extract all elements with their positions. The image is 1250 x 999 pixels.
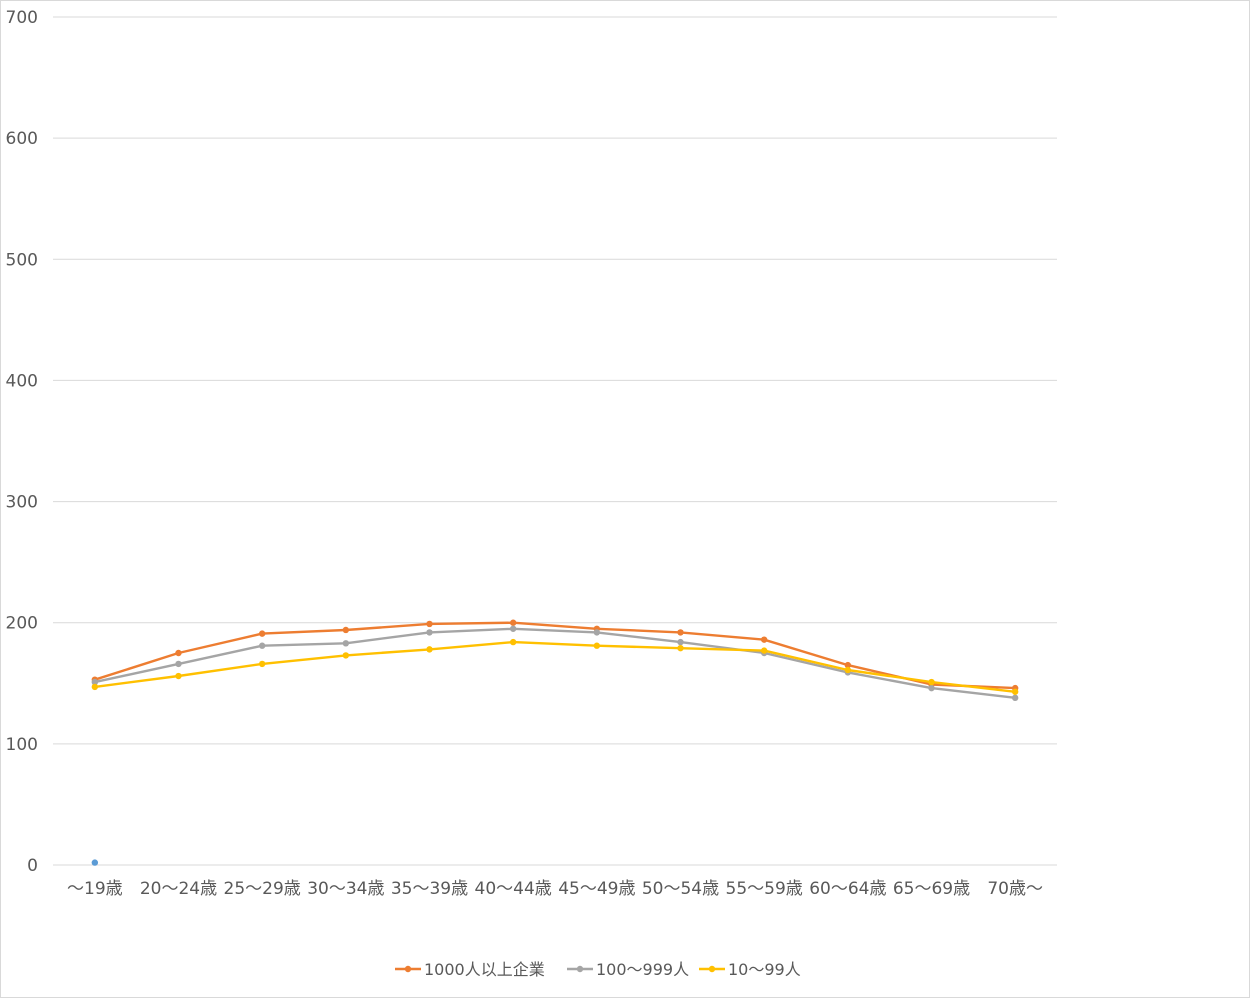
series-line-1	[93, 627, 1017, 699]
y-tick-label: 600	[6, 129, 38, 149]
data-point	[426, 646, 433, 653]
legend-marker	[708, 965, 716, 973]
y-tick-label: 200	[6, 614, 38, 634]
x-tick-label: 55～59歳	[726, 879, 803, 899]
data-point	[342, 640, 350, 647]
data-point	[342, 626, 350, 634]
x-tick-label: 35～39歳	[391, 879, 468, 899]
series-line-2	[93, 640, 1017, 693]
x-tick-label: 30～34歳	[307, 879, 384, 899]
data-point	[342, 652, 350, 659]
y-tick-label: 400	[6, 371, 38, 391]
data-point	[258, 642, 266, 649]
legend-marker	[576, 965, 584, 973]
legend: 1000人以上企業 100～999人 10～99人	[395, 960, 801, 979]
data-point	[426, 620, 433, 628]
x-tick-label: 20～24歳	[140, 879, 217, 899]
data-point	[677, 638, 684, 646]
series-line-0	[93, 621, 1017, 690]
data-point	[91, 678, 99, 686]
legend-item-1: 100～999人	[567, 960, 689, 979]
gridlines	[53, 16, 1057, 866]
legend-item-0: 1000人以上企業	[395, 960, 545, 979]
x-tick-label: 40～44歳	[475, 879, 552, 899]
data-point	[258, 630, 266, 637]
data-point	[760, 647, 768, 654]
x-axis-ticks: ～19歳 20～24歳 25～29歳 30～34歳 35～39歳 40～44歳 45～49歳…	[67, 879, 1043, 899]
data-point	[175, 672, 182, 680]
legend-item-2: 10～99人	[699, 960, 801, 979]
data-point	[928, 678, 935, 686]
x-tick-label: 50～54歳	[642, 879, 719, 899]
data-point	[844, 661, 852, 669]
legend-label: 10～99人	[728, 960, 801, 979]
y-tick-label: 100	[6, 735, 38, 755]
data-point	[175, 649, 182, 657]
legend-label: 1000人以上企業	[424, 960, 545, 979]
y-tick-label: 0	[27, 856, 38, 876]
y-tick-label: 300	[6, 493, 38, 513]
data-point	[593, 642, 601, 649]
stray-data-point	[91, 859, 99, 866]
data-point	[677, 629, 684, 636]
y-tick-label: 700	[6, 8, 38, 28]
data-point	[593, 629, 601, 636]
data-point	[258, 660, 266, 668]
data-point	[175, 660, 182, 668]
legend-label: 100～999人	[596, 960, 689, 979]
x-tick-label: 45～49歳	[558, 879, 635, 899]
x-tick-label: 60～64歳	[809, 879, 886, 899]
data-point	[1011, 688, 1019, 695]
data-point	[509, 638, 517, 646]
series-lines	[91, 619, 1019, 866]
y-tick-label: 500	[6, 250, 38, 270]
data-point	[509, 619, 517, 626]
data-point	[426, 629, 433, 636]
legend-marker	[404, 965, 412, 973]
data-point	[760, 636, 768, 643]
data-point	[1011, 694, 1019, 702]
y-axis-ticks: 0 100 200 300 400 500 600 700	[6, 8, 38, 876]
data-point	[91, 683, 99, 691]
x-tick-label: 25～29歳	[224, 879, 301, 899]
data-point	[928, 684, 935, 692]
x-tick-label: 70歳～	[987, 879, 1043, 899]
data-point	[509, 625, 517, 632]
x-tick-label: ～19歳	[67, 879, 123, 899]
data-point	[677, 644, 684, 652]
data-point	[844, 666, 852, 674]
x-tick-label: 65～69歳	[893, 879, 970, 899]
